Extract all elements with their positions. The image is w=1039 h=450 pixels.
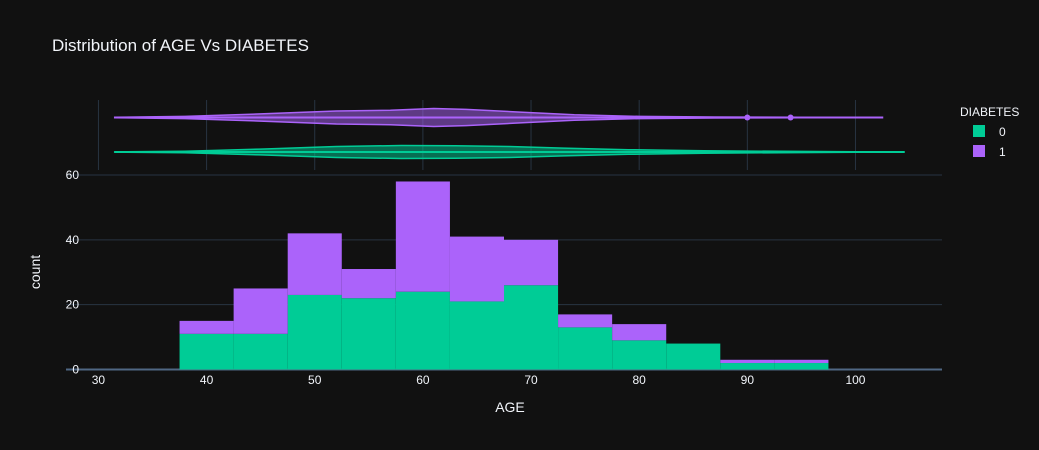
legend-item-0[interactable]: 0	[973, 125, 1006, 139]
x-tick-90: 90	[741, 373, 755, 387]
y-tick-0: 0	[72, 363, 79, 377]
bar-series-1-bin-4	[395, 181, 450, 292]
bar-series-1-bin-6	[504, 239, 559, 286]
bar-series-0-bin-10	[720, 363, 775, 370]
bar-series-0-bin-1	[233, 333, 288, 370]
y-tick-labels: 0 20 40 60	[66, 168, 80, 377]
histogram-bars	[179, 181, 829, 370]
bar-series-0-bin-2	[287, 294, 342, 370]
violin-outlier-1-94	[787, 114, 794, 121]
x-tick-80: 80	[633, 373, 647, 387]
x-tick-100: 100	[845, 373, 865, 387]
bar-series-0-bin-7	[558, 327, 613, 370]
legend-swatch-1	[973, 145, 985, 157]
x-tick-50: 50	[308, 373, 322, 387]
bar-series-0-bin-5	[449, 301, 504, 370]
y-tick-40: 40	[66, 233, 80, 247]
y-axis-label: count	[27, 255, 43, 289]
bar-series-0-bin-4	[395, 291, 450, 370]
x-tick-40: 40	[200, 373, 214, 387]
legend: DIABETES 0 1	[960, 105, 1019, 159]
legend-title: DIABETES	[960, 105, 1019, 119]
bar-series-0-bin-9	[666, 343, 721, 370]
y-tick-60: 60	[66, 168, 80, 182]
bar-series-1-bin-1	[233, 288, 288, 334]
x-tick-labels: 30 40 50 60 70 80 90 100	[92, 373, 866, 387]
bar-series-1-bin-5	[449, 236, 504, 302]
violin-outlier-1-90	[744, 114, 751, 121]
legend-item-1[interactable]: 1	[973, 145, 1006, 159]
bar-series-0-bin-8	[612, 340, 667, 370]
bar-series-1-bin-8	[612, 324, 667, 341]
bar-series-0-bin-11	[774, 363, 829, 370]
bar-series-0-bin-3	[341, 298, 396, 370]
bar-series-0-bin-0	[179, 333, 234, 370]
bar-series-1-bin-10	[720, 359, 775, 364]
legend-label-1: 1	[999, 145, 1006, 159]
y-tick-20: 20	[66, 298, 80, 312]
bar-series-0-bin-6	[504, 285, 559, 370]
x-tick-30: 30	[92, 373, 106, 387]
legend-swatch-0	[973, 125, 985, 137]
bar-series-1-bin-0	[179, 320, 234, 334]
legend-label-0: 0	[999, 125, 1006, 139]
bar-series-1-bin-7	[558, 314, 613, 328]
marginal-violins	[113, 107, 905, 160]
bar-series-1-bin-2	[287, 233, 342, 295]
x-tick-70: 70	[524, 373, 538, 387]
x-tick-60: 60	[416, 373, 430, 387]
bar-series-1-bin-3	[341, 269, 396, 299]
chart-title: Distribution of AGE Vs DIABETES	[52, 36, 309, 55]
x-axis-label: AGE	[495, 399, 525, 415]
bar-series-1-bin-11	[774, 359, 829, 364]
